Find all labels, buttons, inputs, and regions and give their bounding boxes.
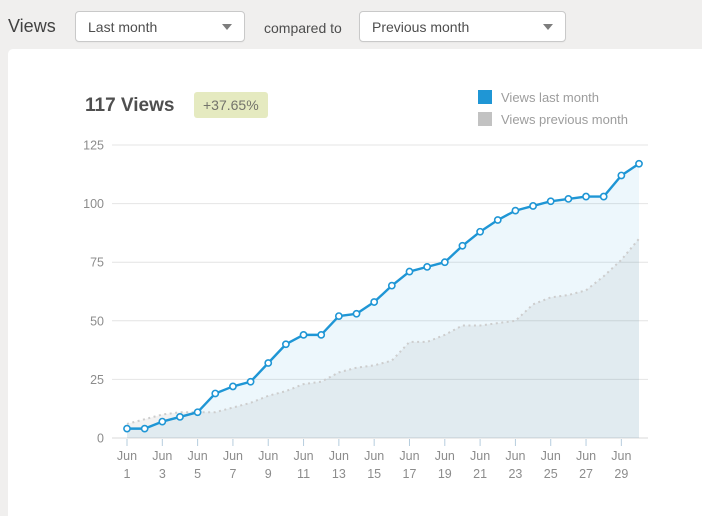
views-line-chart: 0 25 50 75 100 125 Jun 1 Jun 3 Jun 5 Jun 7 Jun 9 Jun 11 Ju… — [83, 139, 648, 481]
x-axis-label-month: Jun — [329, 449, 349, 463]
data-point[interactable] — [387, 281, 396, 290]
x-axis-label-month: Jun — [541, 449, 561, 463]
x-axis-label-day: 7 — [229, 467, 236, 481]
compare-dropdown[interactable]: Previous month — [359, 11, 566, 42]
x-axis-label-day: 21 — [473, 467, 487, 481]
views-chart-card: 117 Views +37.65% Views last month Views… — [8, 49, 702, 516]
data-point[interactable] — [511, 206, 520, 215]
x-axis-label-month: Jun — [505, 449, 525, 463]
x-axis-label-day: 23 — [508, 467, 522, 481]
data-point[interactable] — [229, 382, 237, 391]
data-point[interactable] — [458, 241, 467, 250]
x-axis-label-month: Jun — [364, 449, 384, 463]
data-point[interactable] — [334, 312, 343, 321]
change-badge: +37.65% — [194, 92, 268, 118]
page-title: Views — [8, 16, 56, 36]
data-point[interactable] — [493, 216, 502, 224]
data-point[interactable] — [564, 195, 573, 203]
legend-item-last-month: Views last month — [478, 88, 628, 106]
data-point[interactable] — [617, 171, 626, 180]
views-total: 117 Views — [85, 95, 175, 116]
series-area-last — [127, 163, 639, 438]
data-point[interactable] — [546, 197, 555, 206]
data-point[interactable] — [405, 267, 414, 276]
y-axis-label: 100 — [83, 197, 104, 211]
data-point[interactable] — [599, 192, 608, 201]
x-axis-label-month: Jun — [223, 449, 243, 463]
data-point[interactable] — [281, 340, 290, 349]
data-point[interactable] — [246, 377, 255, 386]
data-point[interactable] — [635, 159, 643, 168]
x-axis-label-month: Jun — [399, 449, 419, 463]
x-axis-label-day: 3 — [159, 467, 166, 481]
y-axis-label: 125 — [83, 139, 104, 153]
x-axis-label-day: 25 — [544, 467, 558, 481]
data-point[interactable] — [123, 424, 131, 433]
x-axis-label-day: 17 — [403, 467, 417, 481]
legend-label: Views previous month — [501, 111, 628, 127]
data-point[interactable] — [317, 330, 326, 339]
metric-dropdown-value: Last month — [88, 18, 158, 35]
y-axis-label: 75 — [90, 256, 104, 270]
series-line-previous — [126, 238, 640, 425]
x-axis-label-month: Jun — [576, 449, 596, 463]
x-axis-label-month: Jun — [435, 449, 455, 463]
data-point[interactable] — [476, 227, 485, 236]
chart-legend: Views last month Views previous month — [478, 88, 628, 128]
x-axis-label-day: 19 — [438, 467, 452, 481]
data-point[interactable] — [529, 202, 537, 210]
x-axis-label-day: 9 — [265, 467, 272, 481]
x-axis-label-day: 11 — [297, 467, 310, 481]
chevron-down-icon — [543, 23, 553, 30]
x-axis-label-day: 15 — [367, 467, 381, 481]
series-area-previous — [127, 238, 639, 438]
x-axis-label-month: Jun — [117, 449, 137, 463]
x-axis-label-month: Jun — [470, 449, 490, 463]
data-point[interactable] — [193, 408, 202, 417]
chevron-down-icon — [222, 23, 232, 30]
y-axis-label: 0 — [97, 432, 104, 446]
x-axis-label-month: Jun — [152, 449, 172, 463]
legend-swatch-gray — [478, 112, 492, 126]
legend-swatch-blue — [478, 90, 492, 104]
x-axis-label-month: Jun — [188, 449, 208, 463]
x-axis-label-month: Jun — [258, 449, 278, 463]
data-point[interactable] — [370, 298, 379, 306]
y-axis-label: 25 — [90, 373, 104, 387]
x-axis-label-day: 13 — [332, 467, 346, 481]
legend-label: Views last month — [501, 89, 600, 105]
data-point[interactable] — [211, 389, 220, 398]
data-point[interactable] — [299, 330, 308, 339]
data-point[interactable] — [176, 413, 184, 421]
data-point[interactable] — [582, 192, 590, 201]
y-axis-label: 50 — [90, 314, 104, 328]
x-axis-label-day: 1 — [124, 467, 131, 481]
data-point[interactable] — [440, 258, 449, 267]
data-point[interactable] — [158, 417, 167, 426]
compare-dropdown-value: Previous month — [372, 18, 470, 35]
data-point[interactable] — [352, 309, 361, 318]
x-axis-label-day: 27 — [579, 467, 593, 481]
data-point[interactable] — [264, 359, 273, 367]
x-axis-label-month: Jun — [611, 449, 631, 463]
data-point[interactable] — [423, 262, 432, 271]
metric-dropdown[interactable]: Last month — [75, 11, 245, 42]
x-axis-label-day: 29 — [614, 467, 628, 481]
x-axis-label-month: Jun — [293, 449, 313, 463]
x-axis-label-day: 5 — [194, 467, 201, 481]
legend-item-previous-month: Views previous month — [478, 110, 628, 128]
compare-label: compared to — [264, 20, 342, 36]
data-point[interactable] — [140, 424, 149, 433]
